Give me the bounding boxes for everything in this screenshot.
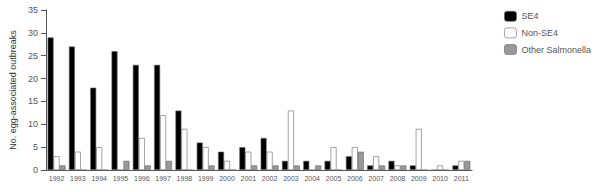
svg-text:30: 30 xyxy=(28,28,38,38)
svg-text:2008: 2008 xyxy=(390,175,406,182)
svg-text:2006: 2006 xyxy=(347,175,363,182)
svg-text:Other Salmonella: Other Salmonella xyxy=(521,45,591,55)
svg-text:2011: 2011 xyxy=(454,175,469,182)
svg-text:5: 5 xyxy=(33,142,38,152)
svg-text:2004: 2004 xyxy=(304,175,320,182)
svg-text:2002: 2002 xyxy=(262,175,278,182)
svg-text:Non-SE4: Non-SE4 xyxy=(521,28,558,38)
svg-text:2007: 2007 xyxy=(368,175,384,182)
svg-text:1993: 1993 xyxy=(70,175,86,182)
svg-text:10: 10 xyxy=(28,119,38,129)
svg-text:2000: 2000 xyxy=(219,175,235,182)
svg-text:35: 35 xyxy=(28,5,38,15)
svg-text:2001: 2001 xyxy=(241,175,257,182)
svg-text:1995: 1995 xyxy=(113,175,129,182)
svg-text:25: 25 xyxy=(28,51,38,61)
svg-text:2005: 2005 xyxy=(326,175,342,182)
svg-text:1997: 1997 xyxy=(155,175,171,182)
svg-text:1998: 1998 xyxy=(177,175,193,182)
svg-text:No. egg-associated outbreaks: No. egg-associated outbreaks xyxy=(8,30,18,150)
svg-text:2003: 2003 xyxy=(283,175,299,182)
svg-text:1994: 1994 xyxy=(91,175,107,182)
svg-text:2009: 2009 xyxy=(411,175,427,182)
svg-text:0: 0 xyxy=(33,165,38,175)
svg-text:15: 15 xyxy=(28,96,38,106)
svg-text:1992: 1992 xyxy=(49,175,65,182)
svg-text:SE4: SE4 xyxy=(521,11,538,21)
svg-text:20: 20 xyxy=(28,74,38,84)
svg-text:2010: 2010 xyxy=(432,175,448,182)
svg-text:1996: 1996 xyxy=(134,175,150,182)
svg-text:1999: 1999 xyxy=(198,175,214,182)
